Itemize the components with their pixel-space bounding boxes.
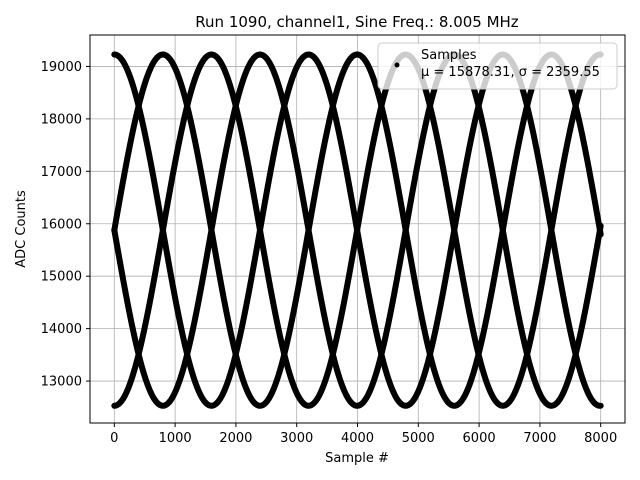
legend-stats: μ = 15878.31, σ = 2359.55 [421, 65, 600, 80]
x-axis-ticks: 0 1000 2000 3000 4000 5000 6000 7000 8000 [110, 423, 617, 446]
x-tick-label: 4000 [341, 431, 374, 446]
x-tick-label: 3000 [280, 431, 313, 446]
x-tick-label: 7000 [523, 431, 556, 446]
y-tick-label: 14000 [41, 322, 82, 337]
legend: Samples μ = 15878.31, σ = 2359.55 [377, 42, 618, 90]
y-tick-label: 13000 [41, 375, 82, 390]
x-axis-label: Sample # [325, 451, 389, 466]
legend-marker [394, 62, 400, 68]
y-axis-ticks: 13000 14000 15000 16000 17000 18000 19000 [41, 60, 90, 390]
y-tick-label: 17000 [41, 165, 82, 180]
y-tick-label: 19000 [41, 60, 82, 75]
x-tick-label: 2000 [219, 431, 252, 446]
sample-series-band-4 [111, 51, 604, 409]
y-tick-label: 15000 [41, 270, 82, 285]
x-tick-label: 1000 [159, 431, 192, 446]
y-tick-label: 18000 [41, 112, 82, 127]
x-tick-label: 0 [110, 431, 118, 446]
legend-series-name: Samples [421, 48, 477, 63]
y-axis-label: ADC Counts [14, 190, 29, 268]
x-tick-label: 6000 [463, 431, 496, 446]
chart-title: Run 1090, channel1, Sine Freq.: 8.005 MH… [195, 13, 519, 31]
x-tick-label: 5000 [402, 431, 435, 446]
y-tick-label: 16000 [41, 217, 82, 232]
x-tick-label: 8000 [584, 431, 617, 446]
legend-box [377, 42, 618, 90]
sample-series-band-2 [111, 51, 604, 409]
